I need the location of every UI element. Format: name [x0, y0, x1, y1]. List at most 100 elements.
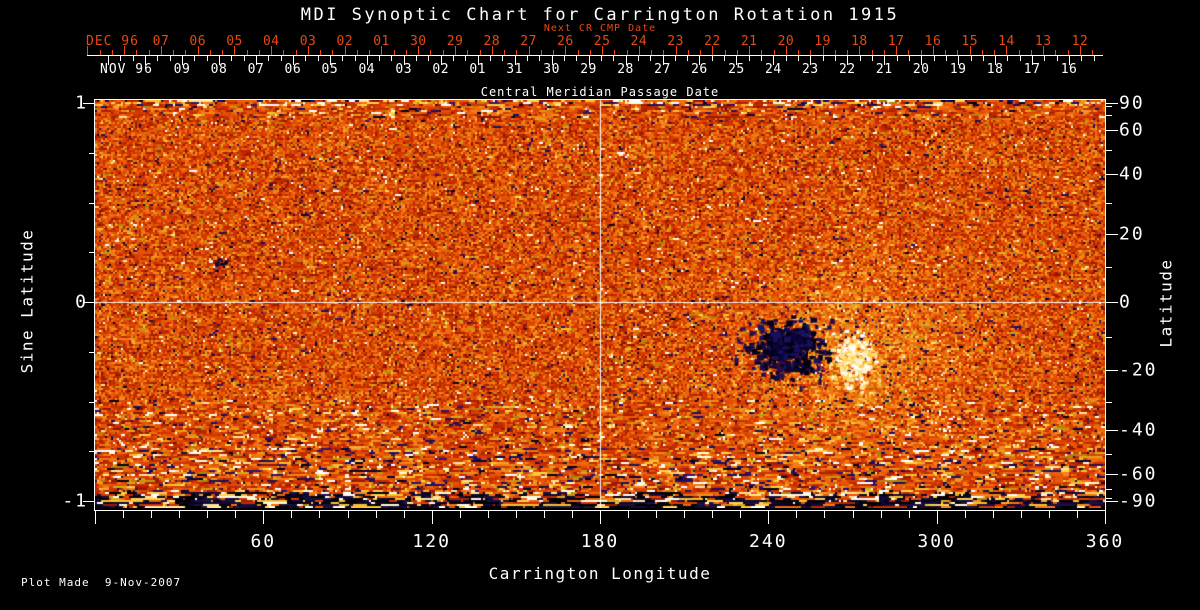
bottom-axis-tick — [1105, 510, 1106, 524]
bottom-axis-tick — [459, 510, 461, 518]
cmp-day-label: 25 — [728, 62, 745, 77]
bottom-axis-tick — [235, 510, 237, 518]
right-axis-tick-label: 20 — [1119, 223, 1145, 245]
next-cr-axis-title: Next CR CMP Date — [543, 23, 657, 34]
next-cr-tick — [871, 50, 873, 55]
next-cr-tick — [1067, 50, 1069, 55]
cmp-day-label: 23 — [801, 62, 819, 77]
next-cr-tick — [185, 50, 187, 55]
left-axis-label: Sine Latitude — [17, 228, 37, 374]
cmp-tick — [169, 56, 171, 61]
next-cr-day-label: 23 — [667, 34, 684, 49]
next-cr-tick — [675, 46, 677, 55]
next-cr-tick — [1006, 46, 1008, 55]
next-cr-tick — [320, 50, 322, 55]
next-cr-day-label: 01 — [373, 34, 390, 49]
next-cr-tick — [896, 46, 898, 55]
cmp-tick — [995, 56, 997, 65]
next-cr-tick — [945, 50, 947, 55]
next-cr-tick — [209, 50, 211, 55]
next-cr-tick — [1079, 46, 1081, 55]
right-axis-tick-label: -40 — [1119, 419, 1158, 441]
next-cr-tick — [234, 46, 236, 55]
cmp-tick — [108, 56, 110, 65]
cmp-tick — [908, 56, 910, 61]
right-axis-tick — [1106, 129, 1118, 131]
left-axis-tick-label: -1 — [62, 490, 88, 512]
cmp-tick — [132, 56, 134, 61]
next-cr-tick — [602, 46, 604, 55]
right-axis-tick — [1106, 149, 1112, 151]
next-cr-tick — [614, 50, 616, 55]
cmp-tick — [255, 56, 257, 65]
right-axis-tick — [1106, 302, 1118, 303]
next-cr-day-label: 20 — [777, 34, 795, 49]
cmp-tick — [403, 56, 405, 65]
next-cr-tick — [307, 46, 309, 55]
next-cr-tick — [810, 50, 812, 55]
cmp-tick — [526, 56, 528, 61]
right-axis-tick — [1106, 370, 1118, 372]
cmp-day-label: 03 — [395, 62, 413, 77]
bottom-axis-tick — [600, 510, 601, 524]
cmp-tick — [391, 56, 393, 61]
bottom-axis-tick — [347, 510, 349, 518]
left-axis-tick-label: 0 — [75, 291, 88, 313]
next-cr-day-label: 30 — [409, 34, 427, 49]
magnetogram-image — [95, 100, 1105, 508]
right-axis-tick — [1106, 267, 1112, 269]
next-cr-month-label: DEC 96 — [86, 34, 139, 49]
next-cr-tick — [553, 50, 555, 55]
bottom-axis-tick — [768, 510, 770, 524]
next-cr-tick — [222, 50, 224, 55]
cmp-tick — [798, 56, 800, 61]
cmp-tick — [847, 56, 849, 65]
next-cr-tick — [173, 50, 175, 55]
next-cr-tick — [258, 50, 260, 55]
cmp-tick — [687, 56, 689, 61]
left-axis-tick — [83, 302, 95, 303]
left-axis-tick — [89, 401, 95, 403]
cmp-tick — [428, 56, 430, 61]
cmp-tick — [982, 56, 984, 61]
cmp-tick — [1093, 56, 1095, 61]
cmp-tick — [933, 56, 935, 61]
cmp-day-label: 31 — [506, 62, 523, 77]
cmp-tick — [1056, 56, 1058, 61]
next-cr-tick — [761, 50, 763, 55]
bottom-axis-tick — [908, 510, 910, 518]
next-cr-tick — [516, 50, 518, 55]
cmp-tick — [761, 56, 763, 61]
right-axis-tick — [1106, 474, 1118, 476]
cmp-tick — [120, 56, 122, 61]
next-cr-day-label: 02 — [336, 34, 354, 49]
cmp-tick — [958, 56, 960, 65]
cmp-tick — [650, 56, 652, 61]
next-cr-day-label: 14 — [998, 34, 1015, 49]
next-cr-tick — [393, 50, 395, 55]
cmp-tick — [379, 56, 381, 61]
next-cr-day-label: 17 — [887, 34, 905, 49]
cmp-day-label: 22 — [838, 62, 856, 77]
cmp-tick — [317, 56, 319, 61]
right-axis-tick-label: -20 — [1119, 359, 1158, 381]
next-cr-day-label: 12 — [1071, 34, 1089, 49]
next-cr-tick — [1018, 50, 1020, 55]
bottom-axis-tick — [712, 510, 714, 518]
next-cr-tick — [577, 50, 579, 55]
next-cr-day-label: 19 — [814, 34, 831, 49]
bottom-axis-tick — [151, 510, 153, 518]
cmp-tick — [834, 56, 836, 61]
right-axis-tick-label: -60 — [1119, 463, 1158, 485]
next-cr-tick — [798, 50, 800, 55]
next-cr-tick — [883, 50, 885, 55]
cmp-tick — [440, 56, 442, 65]
bottom-axis-tick — [179, 510, 181, 518]
cmp-day-label: 17 — [1023, 62, 1041, 77]
right-axis-tick — [1106, 401, 1112, 403]
cmp-tick — [576, 56, 578, 61]
cmp-tick — [600, 56, 602, 61]
bottom-axis-tick-label: 180 — [580, 531, 620, 552]
bottom-axis-tick — [403, 510, 405, 518]
